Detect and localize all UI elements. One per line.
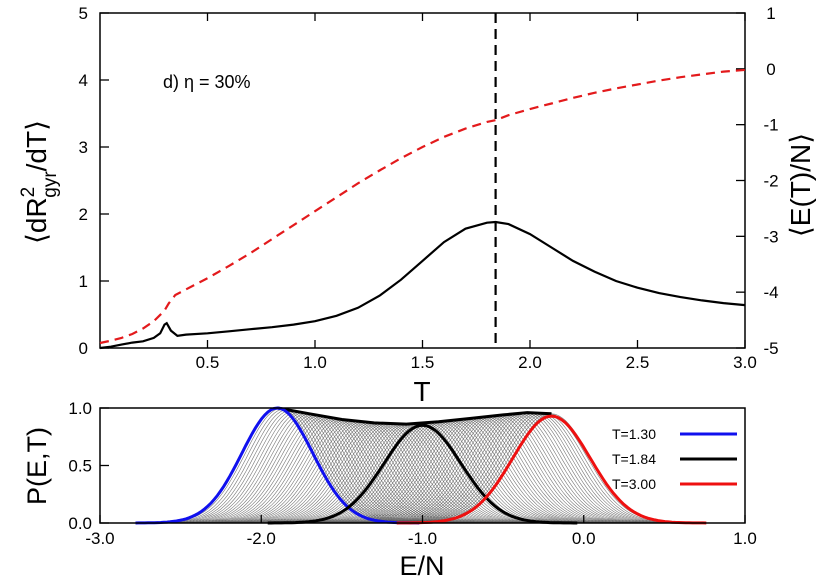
legend: T=1.30 T=1.84 T=3.00 bbox=[612, 426, 737, 492]
distribution-curve bbox=[396, 414, 707, 525]
top-left-y-tick-labels: 0 1 2 3 4 5 bbox=[79, 4, 88, 358]
top-series-group bbox=[99, 68, 746, 350]
bottom-y-tick-labels: 0.0 0.5 1.0 bbox=[68, 399, 92, 533]
bottom-x-tick-label: 0.0 bbox=[572, 529, 596, 548]
peak-envelope-line bbox=[277, 406, 552, 426]
right-y-tick-label: -4 bbox=[763, 283, 778, 302]
legend-label: T=1.30 bbox=[612, 426, 656, 442]
top-panel: 0.5 1.0 1.5 2.0 2.5 3.0 0 1 2 3 4 5 -5 -4 -3 -2 -1 0 1 d… bbox=[18, 4, 816, 407]
top-tick-marks bbox=[100, 12, 746, 349]
ylabel-prefix: ⟨dR bbox=[21, 197, 52, 244]
top-plot-frame bbox=[99, 12, 746, 349]
top-x-tick-label: 2.0 bbox=[518, 353, 542, 372]
bottom-y-tick-label: 0.0 bbox=[68, 514, 92, 533]
right-y-tick-label: -1 bbox=[763, 116, 778, 135]
right-y-tick-label: -2 bbox=[763, 172, 778, 191]
x-axis-title-bottom: E/N bbox=[399, 551, 444, 581]
right-y-tick-label: -3 bbox=[763, 227, 778, 246]
bottom-y-axis-title: P(E,T) bbox=[22, 427, 52, 505]
top-x-tick-label: 3.0 bbox=[733, 353, 757, 372]
bottom-x-tick-labels: -3.0 -2.0 -1.0 0.0 1.0 bbox=[85, 529, 756, 548]
right-y-tick-label: -5 bbox=[763, 339, 778, 358]
bottom-x-tick-label: -3.0 bbox=[85, 529, 114, 548]
right-y-tick-label: 0 bbox=[766, 60, 775, 79]
top-x-tick-label: 1.5 bbox=[411, 353, 435, 372]
energy-dashed-line bbox=[99, 68, 746, 345]
top-x-tick-label: 2.5 bbox=[626, 353, 650, 372]
gyration-derivative-line bbox=[99, 220, 746, 350]
bottom-x-tick-label: 1.0 bbox=[733, 529, 757, 548]
top-x-tick-label: 1.0 bbox=[303, 353, 327, 372]
right-y-tick-label: 1 bbox=[766, 4, 775, 23]
left-y-tick-label: 4 bbox=[79, 71, 88, 90]
left-y-tick-label: 1 bbox=[79, 272, 88, 291]
bottom-tick-marks bbox=[99, 407, 746, 524]
top-x-tick-labels: 0.5 1.0 1.5 2.0 2.5 3.0 bbox=[196, 353, 757, 372]
bottom-panel: -3.0 -2.0 -1.0 0.0 1.0 0.0 0.5 1.0 T=1.30 T=1.8… bbox=[22, 399, 757, 581]
legend-label: T=3.00 bbox=[612, 476, 656, 492]
bottom-x-tick-label: -1.0 bbox=[408, 529, 437, 548]
right-y-axis-title: ⟨E(T)/N⟩ bbox=[785, 133, 816, 237]
left-y-tick-label: 0 bbox=[79, 339, 88, 358]
gray-distribution-curve bbox=[147, 409, 433, 524]
left-y-axis-title: ⟨dR2gyr/dT⟩ bbox=[18, 120, 61, 244]
ylabel-suffix: /dT⟩ bbox=[21, 120, 52, 171]
distribution-curve bbox=[267, 423, 578, 525]
bottom-y-tick-label: 1.0 bbox=[68, 399, 92, 418]
panel-annotation: d) η = 30% bbox=[163, 72, 251, 92]
ylabel-sub: gyr bbox=[40, 171, 61, 198]
gray-distribution-curve bbox=[169, 414, 457, 524]
legend-label: T=1.84 bbox=[612, 451, 656, 467]
top-right-y-tick-labels: -5 -4 -3 -2 -1 0 1 bbox=[763, 4, 778, 358]
x-axis-title-top: T bbox=[413, 376, 430, 407]
left-y-tick-label: 2 bbox=[79, 205, 88, 224]
left-y-tick-label: 5 bbox=[79, 4, 88, 23]
ylabel-sup: 2 bbox=[18, 187, 39, 198]
top-x-tick-label: 0.5 bbox=[196, 353, 220, 372]
bottom-x-tick-label: -2.0 bbox=[247, 529, 276, 548]
bottom-y-tick-label: 0.5 bbox=[68, 457, 92, 476]
left-y-tick-label: 3 bbox=[79, 138, 88, 157]
